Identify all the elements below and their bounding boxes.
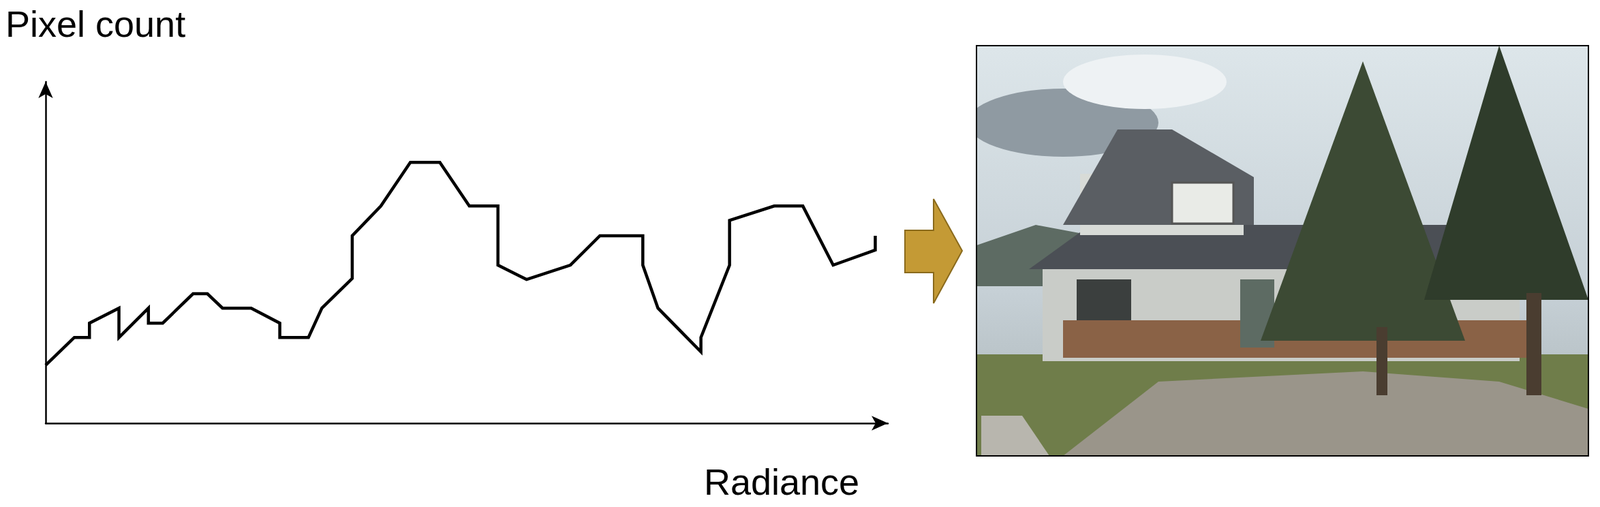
svg-text:Radiance: Radiance	[703, 461, 860, 503]
svg-text:Pixel count: Pixel count	[5, 3, 186, 45]
